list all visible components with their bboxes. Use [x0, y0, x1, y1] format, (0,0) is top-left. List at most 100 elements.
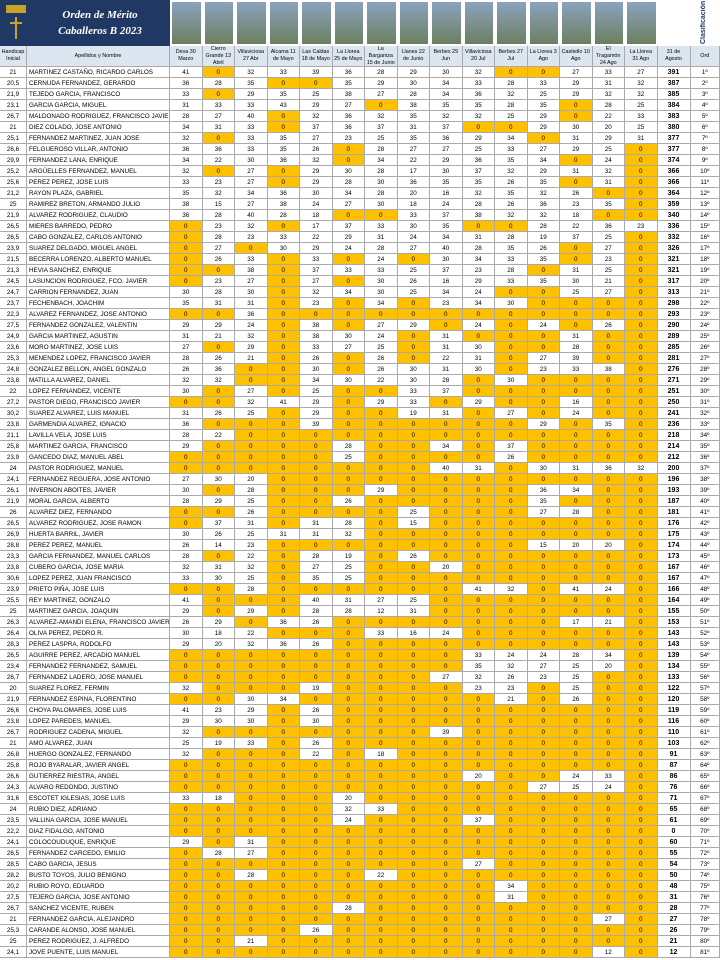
score-cell: 0	[235, 925, 268, 936]
score-cell: 19	[397, 408, 430, 419]
score-cell: 25	[300, 89, 333, 100]
score-cell: 0	[430, 837, 463, 848]
total-cell: 271	[657, 375, 691, 386]
score-cell: 0	[560, 892, 593, 903]
score-cell: 36	[235, 309, 268, 320]
score-cell: 0	[365, 914, 398, 925]
score-cell: 0	[332, 276, 365, 287]
score-cell: 0	[235, 859, 268, 870]
score-cell: 0	[300, 826, 333, 837]
score-cell: 0	[560, 760, 593, 771]
name-cell: MORO MARTINEZ, JOSE LUIS	[27, 342, 170, 353]
position-cell: 22º	[690, 298, 720, 309]
score-cell: 0	[332, 617, 365, 628]
total-cell: 326	[657, 243, 691, 254]
score-cell: 0	[397, 925, 430, 936]
score-cell: 0	[625, 408, 658, 419]
score-cell: 25	[235, 496, 268, 507]
handicap-cell: 20,2	[0, 881, 27, 892]
score-cell: 0	[267, 650, 300, 661]
score-cell: 28	[495, 265, 528, 276]
score-cell: 0	[300, 903, 333, 914]
name-cell: FERNANDEZ REGUERA, JOSE ANTONIO	[27, 474, 170, 485]
score-cell: 0	[267, 122, 300, 133]
score-cell: 12	[365, 606, 398, 617]
score-cell: 36	[462, 155, 495, 166]
score-cell: 27	[462, 859, 495, 870]
score-cell: 0	[592, 859, 625, 870]
score-cell: 37	[365, 122, 398, 133]
score-cell: 0	[527, 331, 560, 342]
score-cell: 0	[625, 639, 658, 650]
score-cell: 0	[235, 463, 268, 474]
total-cell: 366	[657, 177, 691, 188]
score-cell: 0	[235, 452, 268, 463]
score-cell: 0	[170, 782, 203, 793]
score-cell: 40	[235, 111, 268, 122]
score-cell: 0	[235, 760, 268, 771]
score-cell: 0	[267, 881, 300, 892]
score-cell: 0	[495, 727, 528, 738]
name-cell: CARRION FERNANDEZ, JUAN	[27, 287, 170, 298]
score-cell: 27	[592, 287, 625, 298]
score-cell: 37	[332, 221, 365, 232]
score-cell: 25	[560, 287, 593, 298]
score-cell: 22	[365, 375, 398, 386]
score-cell: 0	[495, 573, 528, 584]
score-cell: 0	[527, 628, 560, 639]
score-cell: 0	[592, 826, 625, 837]
score-cell: 0	[365, 617, 398, 628]
score-cell: 0	[462, 430, 495, 441]
handicap-cell: 25,6	[0, 177, 27, 188]
score-cell: 30	[560, 276, 593, 287]
name-cell: REY MARTINEZ, GONZALO	[27, 595, 170, 606]
score-cell: 19	[527, 232, 560, 243]
score-cell: 24	[332, 243, 365, 254]
score-cell: 0	[397, 672, 430, 683]
score-cell: 0	[235, 595, 268, 606]
total-cell: 91	[657, 749, 691, 760]
score-cell: 0	[267, 683, 300, 694]
score-cell: 26	[560, 188, 593, 199]
score-cell: 31	[235, 837, 268, 848]
score-cell: 0	[267, 628, 300, 639]
score-cell: 33	[365, 628, 398, 639]
score-cell: 25	[560, 661, 593, 672]
score-cell: 27	[170, 474, 203, 485]
score-cell: 25	[365, 342, 398, 353]
score-cell: 0	[170, 243, 203, 254]
score-cell: 0	[495, 320, 528, 331]
score-cell: 0	[527, 837, 560, 848]
score-cell: 30	[300, 364, 333, 375]
score-cell: 0	[430, 485, 463, 496]
handicap-cell: 28,3	[0, 639, 27, 650]
score-cell: 0	[267, 518, 300, 529]
score-cell: 0	[170, 903, 203, 914]
total-cell: 155	[657, 606, 691, 617]
score-cell: 0	[332, 155, 365, 166]
score-cell: 0	[397, 309, 430, 320]
score-cell: 32	[332, 529, 365, 540]
score-cell: 0	[430, 716, 463, 727]
score-cell: 25	[625, 122, 658, 133]
score-cell: 0	[495, 353, 528, 364]
score-cell: 0	[462, 793, 495, 804]
score-cell: 0	[365, 738, 398, 749]
score-cell: 0	[625, 353, 658, 364]
score-cell: 32	[430, 111, 463, 122]
score-cell: 28	[332, 903, 365, 914]
score-cell: 0	[300, 848, 333, 859]
handicap-cell: 28,2	[0, 870, 27, 881]
score-cell: 0	[625, 331, 658, 342]
score-cell: 0	[462, 914, 495, 925]
score-cell: 22	[397, 155, 430, 166]
score-cell: 36	[202, 364, 235, 375]
score-cell: 26	[495, 177, 528, 188]
score-cell: 33	[235, 254, 268, 265]
score-cell: 34	[430, 441, 463, 452]
score-cell: 0	[462, 496, 495, 507]
score-cell: 0	[267, 496, 300, 507]
score-cell: 32	[495, 584, 528, 595]
score-cell: 0	[300, 650, 333, 661]
score-cell: 31	[462, 232, 495, 243]
